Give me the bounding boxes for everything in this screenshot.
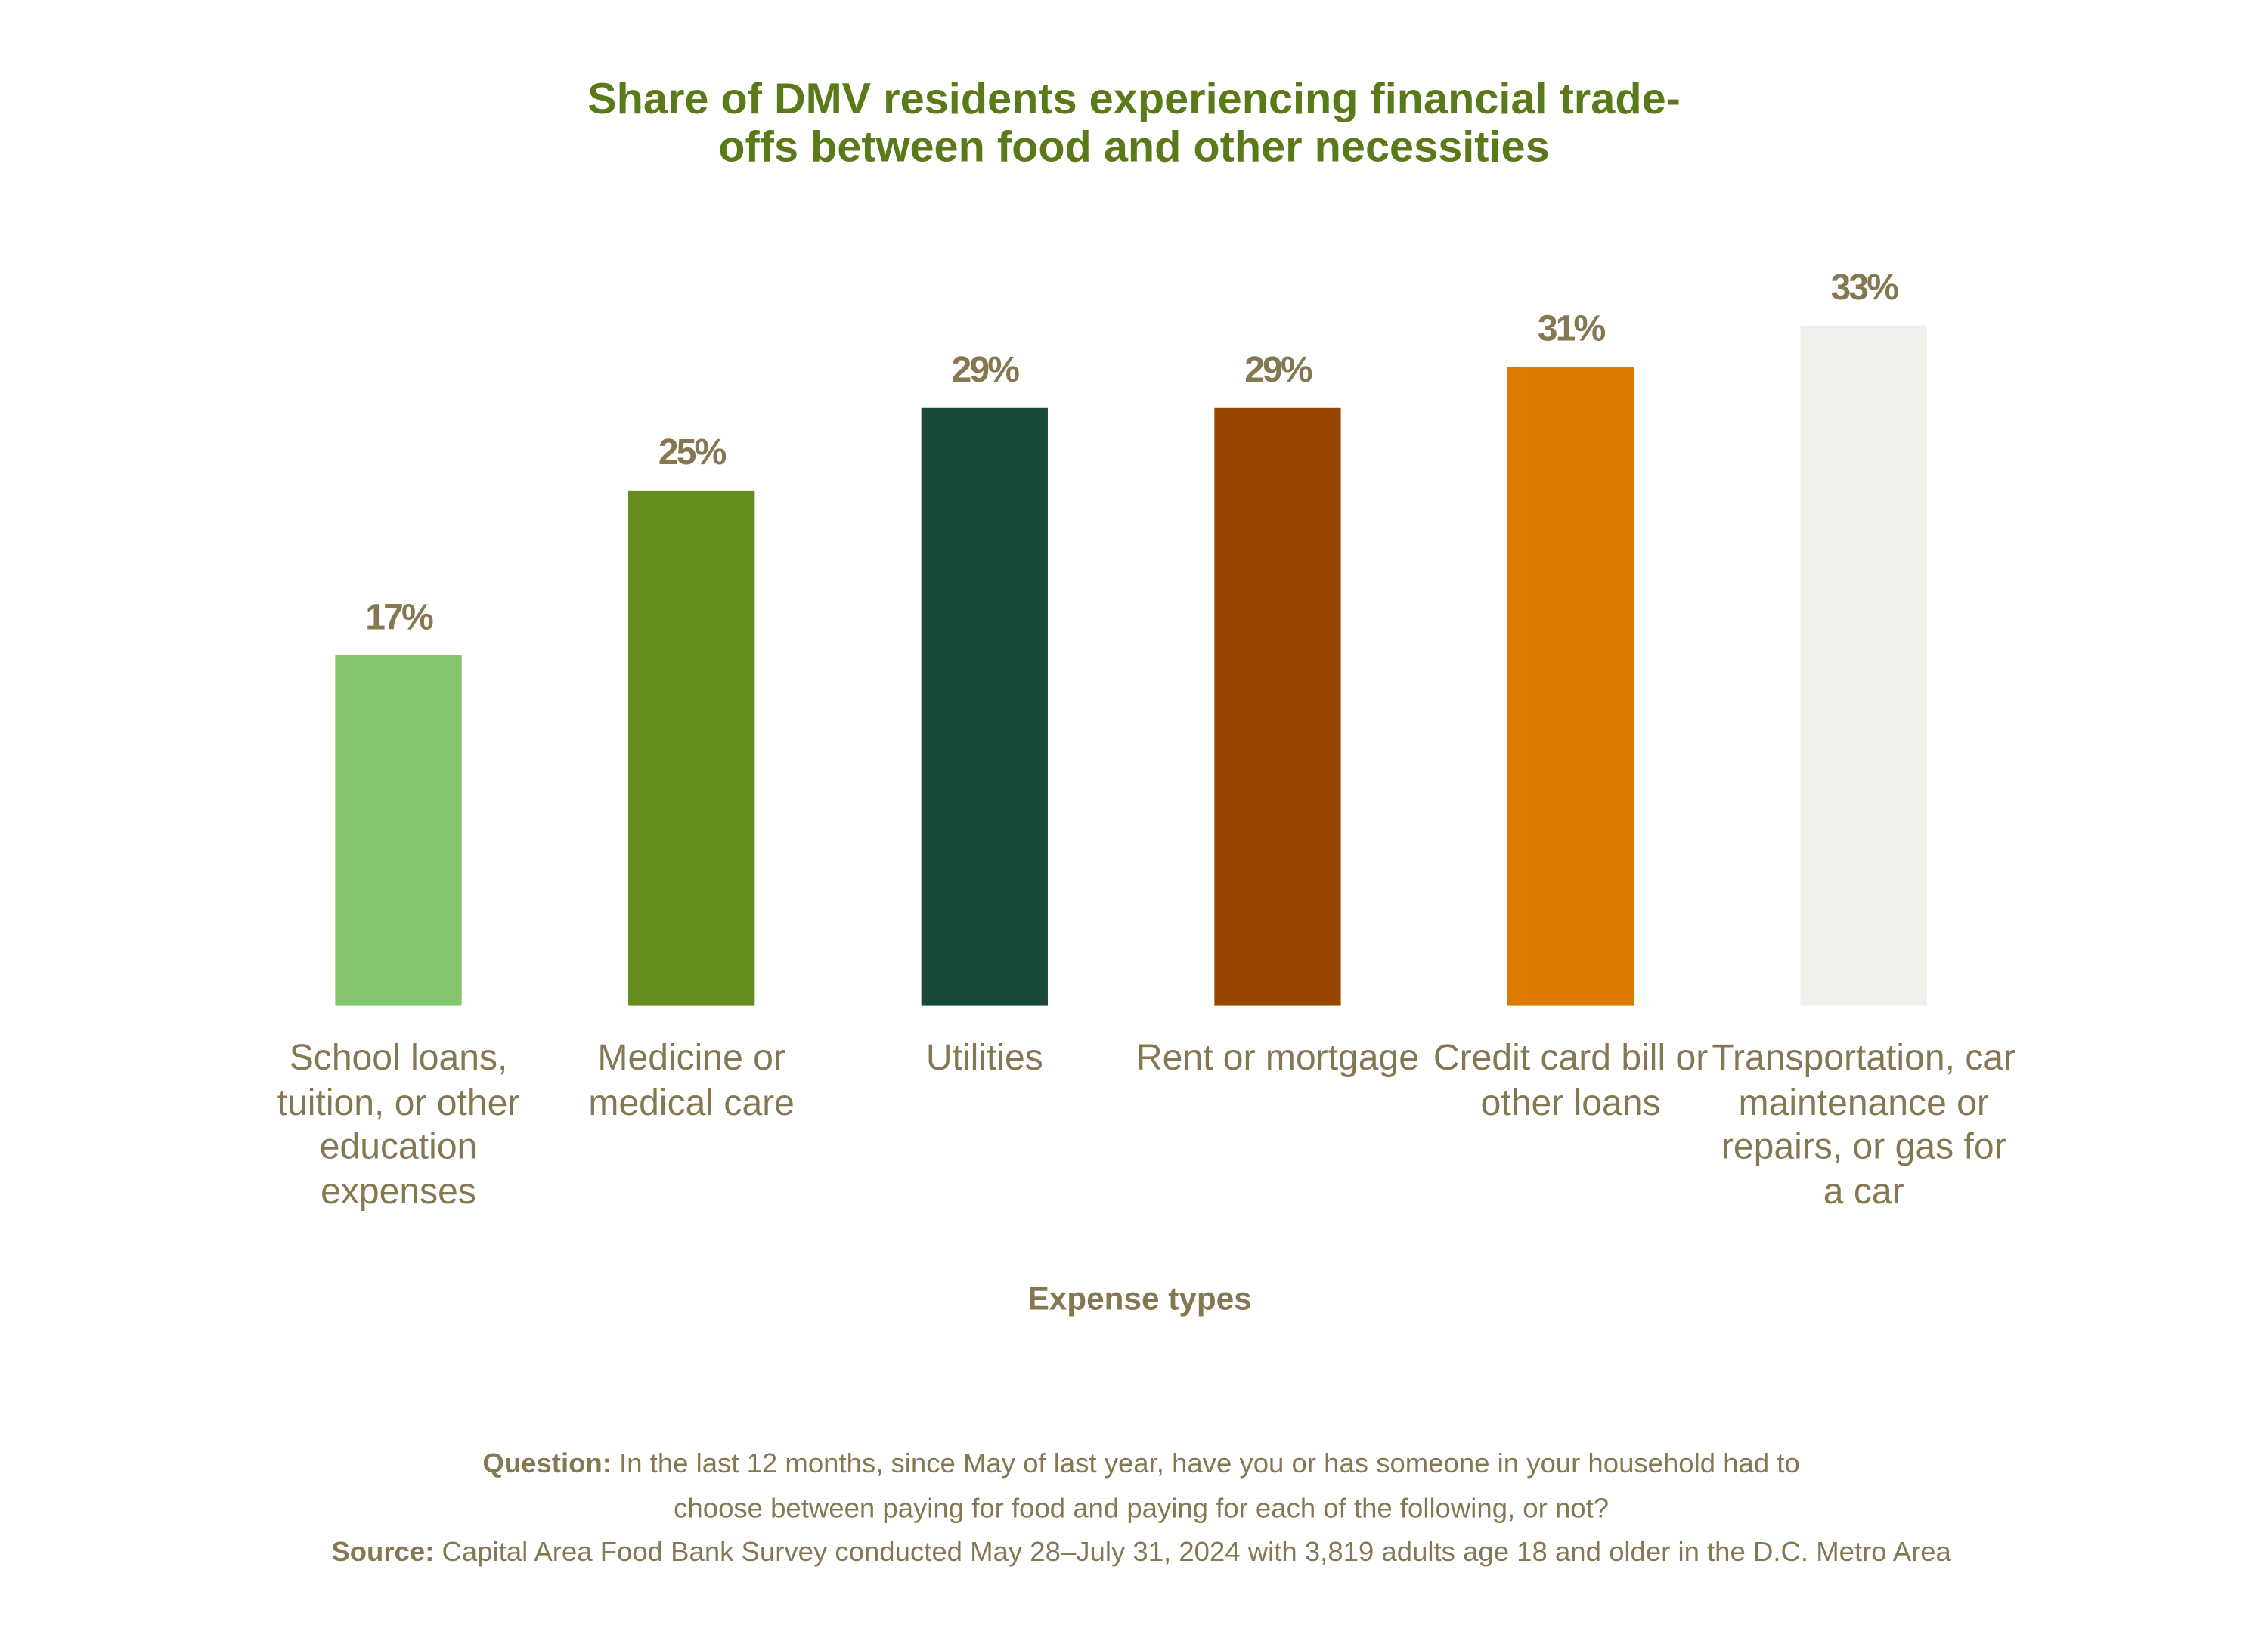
x-tick-label-box: Medicine or medical care	[588, 1037, 795, 1123]
x-tick-label-box: Transportation, car maintenance or repai…	[1712, 1037, 2016, 1212]
bar	[335, 655, 462, 1006]
value-label: 31%	[1538, 308, 1606, 349]
footnote-label: Source:	[331, 1537, 435, 1568]
bar	[628, 490, 755, 1006]
x-tick-label: School loans, tuition, or other educatio…	[277, 1037, 520, 1212]
x-tick-label: Transportation, car maintenance or repai…	[1712, 1037, 2016, 1212]
footnote-source-box: Source: Capital Area Food Bank Survey co…	[189, 1532, 2093, 1577]
x-axis-title: Expense types	[1028, 1280, 1252, 1316]
bar	[921, 407, 1048, 1006]
x-tick-label: Credit card bill or other loans	[1433, 1037, 1709, 1123]
chart-title-box: Share of DMV residents experiencing fina…	[587, 75, 1681, 172]
x-tick-label-box: School loans, tuition, or other educatio…	[277, 1037, 520, 1212]
value-label: 33%	[1830, 267, 1898, 308]
footnote-source: Source: Capital Area Food Bank Survey co…	[189, 1532, 2093, 1577]
x-tick-label-box: Credit card bill or other loans	[1433, 1037, 1709, 1123]
value-label: 17%	[365, 596, 433, 637]
bar	[1507, 367, 1634, 1006]
footnote-text: In the last 12 months, since May of last…	[619, 1449, 1800, 1525]
footnote-question: Question: In the last 12 months, since M…	[466, 1443, 1817, 1531]
value-label: 29%	[1244, 349, 1312, 390]
value-label: 29%	[952, 349, 1020, 390]
value-label: 25%	[658, 432, 727, 472]
x-tick-label: Utilities	[925, 1037, 1043, 1079]
footnote-label: Question:	[482, 1449, 612, 1480]
footnote-text: Capital Area Food Bank Survey conducted …	[442, 1537, 1951, 1568]
footnote-question-box: Question: In the last 12 months, since M…	[466, 1443, 1817, 1531]
x-tick-label-box: Utilities	[925, 1037, 1043, 1079]
x-tick-label: Medicine or medical care	[588, 1037, 795, 1123]
x-tick-label-box: Rent or mortgage	[1136, 1037, 1419, 1079]
x-tick-label: Rent or mortgage	[1136, 1037, 1419, 1079]
bar	[1214, 407, 1341, 1006]
chart-title: Share of DMV residents experiencing fina…	[587, 75, 1681, 172]
bar	[1800, 325, 1927, 1006]
